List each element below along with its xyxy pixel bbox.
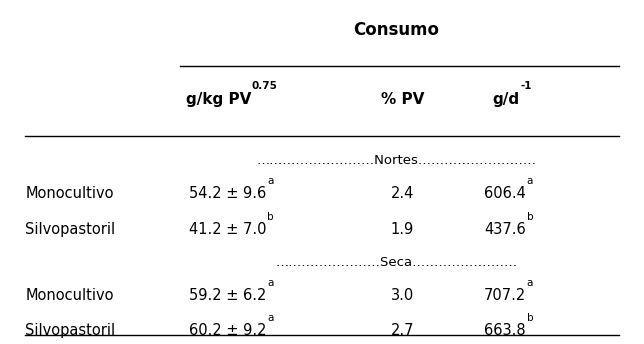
Text: a: a bbox=[267, 313, 273, 323]
Text: 60.2 ± 9.2: 60.2 ± 9.2 bbox=[189, 323, 267, 338]
Text: a: a bbox=[527, 278, 533, 288]
Text: 663.8: 663.8 bbox=[484, 323, 526, 338]
Text: Monocultivo: Monocultivo bbox=[25, 288, 114, 303]
Text: Silvopastoril: Silvopastoril bbox=[25, 323, 115, 338]
Text: g/d: g/d bbox=[493, 92, 520, 107]
Text: a: a bbox=[267, 176, 273, 186]
Text: 41.2 ± 7.0: 41.2 ± 7.0 bbox=[189, 222, 267, 237]
Text: 2.7: 2.7 bbox=[391, 323, 414, 338]
Text: g/kg PV: g/kg PV bbox=[185, 92, 251, 107]
Text: a: a bbox=[267, 278, 273, 288]
Text: 2.4: 2.4 bbox=[391, 186, 414, 201]
Text: Consumo: Consumo bbox=[353, 21, 439, 39]
Text: b: b bbox=[267, 212, 274, 222]
Text: b: b bbox=[527, 212, 533, 222]
Text: 437.6: 437.6 bbox=[484, 222, 526, 237]
Text: 59.2 ± 6.2: 59.2 ± 6.2 bbox=[189, 288, 267, 303]
Text: ……………………Seca……………………: ……………………Seca…………………… bbox=[275, 256, 517, 269]
Text: 54.2 ± 9.6: 54.2 ± 9.6 bbox=[189, 186, 267, 201]
Text: 606.4: 606.4 bbox=[484, 186, 526, 201]
Text: Monocultivo: Monocultivo bbox=[25, 186, 114, 201]
Text: a: a bbox=[527, 176, 533, 186]
Text: b: b bbox=[527, 313, 533, 323]
Text: ………………………Nortes………………………: ………………………Nortes……………………… bbox=[256, 154, 536, 167]
Text: 707.2: 707.2 bbox=[484, 288, 526, 303]
Text: 1.9: 1.9 bbox=[391, 222, 414, 237]
Text: 3.0: 3.0 bbox=[391, 288, 414, 303]
Text: -1: -1 bbox=[520, 81, 532, 91]
Text: % PV: % PV bbox=[381, 92, 424, 107]
Text: Silvopastoril: Silvopastoril bbox=[25, 222, 115, 237]
Text: 0.75: 0.75 bbox=[252, 81, 278, 91]
